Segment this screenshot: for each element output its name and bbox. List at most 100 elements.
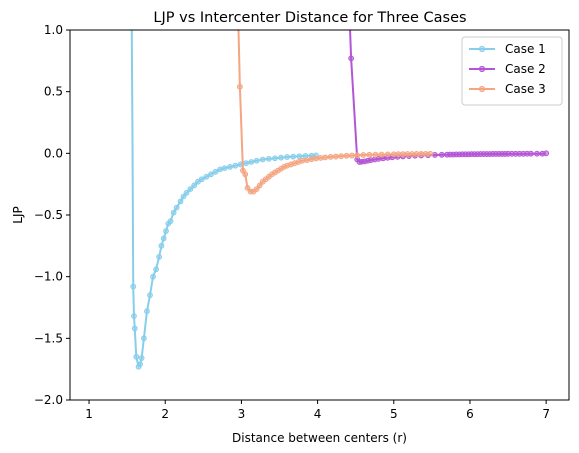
legend-swatch-marker xyxy=(478,85,486,93)
data-point xyxy=(332,153,339,160)
data-point xyxy=(256,182,263,189)
data-point xyxy=(153,266,159,273)
data-point xyxy=(208,171,214,178)
data-point xyxy=(354,152,361,159)
data-point xyxy=(308,156,315,163)
data-point xyxy=(304,157,310,164)
data-point xyxy=(138,355,145,361)
data-point xyxy=(147,292,153,299)
y-axis-label: LJP xyxy=(11,206,25,223)
x-tick-label: 3 xyxy=(238,407,246,421)
data-point xyxy=(203,173,210,180)
data-point xyxy=(278,154,284,161)
data-point xyxy=(543,150,550,157)
x-tick-label: 7 xyxy=(542,407,550,421)
data-point xyxy=(427,150,434,157)
data-point xyxy=(290,153,297,160)
data-point xyxy=(384,151,391,158)
x-axis-label: Distance between centers (r) xyxy=(232,431,407,445)
data-point xyxy=(327,154,334,160)
legend: Case 1 Case 2 Case 3 xyxy=(461,36,563,106)
series-layer xyxy=(130,30,550,370)
data-point xyxy=(133,353,140,360)
data-point xyxy=(528,150,534,157)
data-point xyxy=(160,235,167,242)
data-point xyxy=(242,171,249,178)
data-point xyxy=(198,176,205,183)
data-point xyxy=(156,254,163,260)
data-point xyxy=(180,193,187,200)
data-point xyxy=(313,155,319,162)
data-point xyxy=(167,218,174,225)
y-axis-ticks: −2.0 −1.5 −1.0 −0.5 0.0 0.5 1.0 xyxy=(34,23,70,407)
x-axis-ticks: 1 2 3 4 5 6 7 xyxy=(85,400,550,421)
data-point xyxy=(438,151,445,158)
legend-swatch-marker xyxy=(478,45,486,53)
data-point xyxy=(322,154,329,161)
data-point xyxy=(272,155,278,162)
data-point xyxy=(366,151,373,158)
data-point xyxy=(253,157,260,164)
y-tick-label: 0.0 xyxy=(44,146,63,160)
data-point xyxy=(144,308,150,315)
data-point xyxy=(243,160,249,167)
data-point xyxy=(227,164,233,170)
y-tick-label: −2.0 xyxy=(34,393,63,407)
series-3 xyxy=(236,30,434,195)
data-point xyxy=(232,162,239,169)
legend-label: Case 1 xyxy=(505,42,546,56)
data-point xyxy=(221,165,228,172)
chart-title: LJP vs Intercenter Distance for Three Ca… xyxy=(153,10,466,26)
data-point xyxy=(212,168,219,175)
y-tick-label: −0.5 xyxy=(34,208,63,222)
data-point xyxy=(534,150,540,157)
data-point xyxy=(141,335,147,342)
legend-label: Case 3 xyxy=(505,82,546,96)
data-point xyxy=(343,152,350,159)
x-tick-label: 5 xyxy=(390,407,398,421)
data-point xyxy=(177,198,184,205)
data-point xyxy=(158,242,165,249)
data-point xyxy=(150,273,156,280)
data-point xyxy=(378,151,385,158)
data-point xyxy=(348,152,355,159)
data-point xyxy=(259,156,266,163)
y-tick-label: −1.5 xyxy=(34,331,63,345)
data-point xyxy=(432,152,438,158)
x-tick-label: 2 xyxy=(161,407,169,421)
data-point xyxy=(131,313,137,320)
legend-swatch-marker xyxy=(478,65,486,73)
data-point xyxy=(253,186,260,193)
data-point xyxy=(183,189,190,196)
data-point xyxy=(265,155,272,162)
y-tick-label: −1.0 xyxy=(34,270,63,284)
data-point xyxy=(191,182,198,189)
data-point xyxy=(131,325,138,332)
data-point xyxy=(248,159,255,165)
data-point xyxy=(296,153,303,160)
y-tick-label: 0.5 xyxy=(44,85,63,99)
data-point xyxy=(317,155,324,161)
data-point xyxy=(284,154,291,160)
x-tick-label: 4 xyxy=(314,407,322,421)
data-point xyxy=(348,55,355,62)
data-point xyxy=(236,83,243,90)
data-point xyxy=(360,152,367,158)
data-point xyxy=(299,157,306,164)
data-point xyxy=(130,283,137,290)
y-tick-label: 1.0 xyxy=(44,23,63,37)
data-point xyxy=(173,204,180,211)
data-point xyxy=(338,153,345,160)
legend-label: Case 2 xyxy=(505,62,546,76)
data-point xyxy=(170,209,177,216)
data-point xyxy=(187,186,194,193)
data-point xyxy=(137,361,143,368)
data-point xyxy=(163,228,169,234)
data-point xyxy=(372,151,379,158)
data-point xyxy=(217,166,223,173)
x-tick-label: 6 xyxy=(466,407,474,421)
data-point xyxy=(244,184,251,191)
series-1 xyxy=(130,30,319,370)
x-tick-label: 1 xyxy=(85,407,93,421)
